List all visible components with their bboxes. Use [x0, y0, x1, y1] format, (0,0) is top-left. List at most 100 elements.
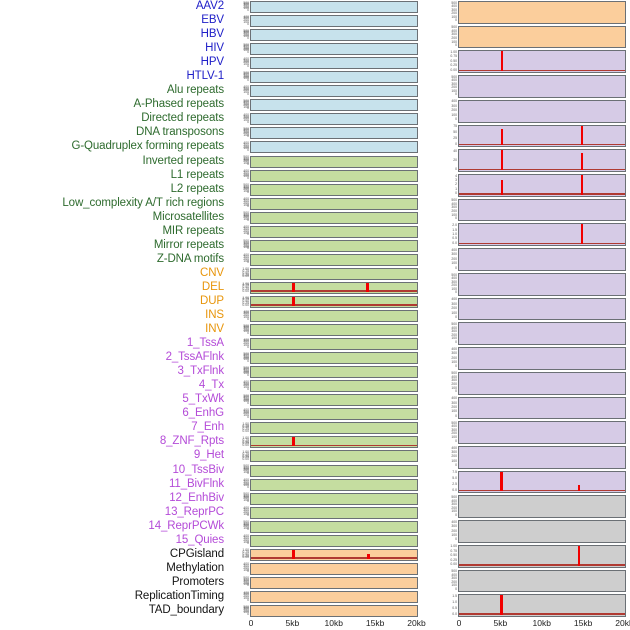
- plot-area[interactable]: [458, 569, 626, 593]
- track-row[interactable]: 0 100 200 300 400: [228, 309, 418, 323]
- plot-area[interactable]: [250, 253, 418, 266]
- track-row[interactable]: 0 100 200 300 400: [436, 445, 626, 470]
- track-row[interactable]: 0 100 200 300 400 500: [228, 211, 418, 225]
- track-row[interactable]: 0.00 0.25 0.50 0.75 1.00: [228, 267, 418, 281]
- plot-area[interactable]: [250, 324, 418, 337]
- track-row[interactable]: 0 100 200 300 400: [228, 534, 418, 548]
- left-panel[interactable]: 0 100 200 300 400 500 0 100 200 300 400 0 100 200 300 4…: [228, 0, 418, 618]
- plot-area[interactable]: [458, 198, 626, 222]
- track-row[interactable]: 0 100 200 300 400 500: [228, 155, 418, 169]
- plot-area[interactable]: [458, 495, 626, 519]
- plot-area[interactable]: [250, 197, 418, 210]
- track-row[interactable]: 0 100 200 300 400 500: [436, 198, 626, 223]
- track-row[interactable]: 0 100 200 300 400 500: [436, 321, 626, 346]
- plot-area[interactable]: [250, 1, 418, 14]
- plot-area[interactable]: [458, 223, 626, 247]
- track-row[interactable]: 0.0 2.5 5.0 7.5: [436, 470, 626, 495]
- plot-area[interactable]: [250, 450, 418, 463]
- plot-area[interactable]: [458, 75, 626, 98]
- track-row[interactable]: 0 100 200 300 400: [228, 112, 418, 126]
- plot-area[interactable]: [250, 183, 418, 196]
- track-row[interactable]: 0 100 200 300 400: [228, 253, 418, 267]
- track-row[interactable]: 0 100 200 300 400: [436, 346, 626, 371]
- track-row[interactable]: 0 100 200 300 400 500: [228, 576, 418, 590]
- track-row[interactable]: 0 100 200 300 400: [228, 562, 418, 576]
- track-row[interactable]: 0.00 0.25 0.50 0.75 1.00: [228, 421, 418, 435]
- plot-area[interactable]: [458, 347, 626, 370]
- plot-area[interactable]: [250, 71, 418, 84]
- track-row[interactable]: 0 100 200 300 400: [228, 169, 418, 183]
- track-row[interactable]: 0 100 200 300 400 500: [436, 371, 626, 396]
- track-row[interactable]: 0 100 200 300 400 500: [228, 70, 418, 84]
- plot-area[interactable]: [250, 141, 418, 154]
- plot-area[interactable]: [458, 272, 626, 296]
- plot-area[interactable]: [250, 211, 418, 224]
- plot-area[interactable]: [458, 124, 626, 148]
- track-row[interactable]: 0 100 200 300 400 500: [228, 393, 418, 407]
- track-row[interactable]: 0 100 200 300 400 500: [228, 604, 418, 618]
- plot-area[interactable]: [458, 297, 626, 321]
- track-row[interactable]: 0 100 200 300 400 500: [436, 569, 626, 594]
- plot-area[interactable]: [250, 366, 418, 379]
- track-row[interactable]: 0 100 200 300 400: [228, 407, 418, 421]
- plot-area[interactable]: [250, 338, 418, 351]
- plot-area[interactable]: [250, 295, 418, 308]
- track-row[interactable]: 0 100 200 300 400 500: [436, 420, 626, 445]
- track-row[interactable]: 0 100 200 300 400 500: [228, 365, 418, 379]
- plot-area[interactable]: [458, 470, 626, 494]
- track-row[interactable]: 0 100 200 300 400: [228, 14, 418, 28]
- plot-area[interactable]: [458, 149, 626, 173]
- plot-area[interactable]: [458, 445, 626, 469]
- plot-area[interactable]: [250, 225, 418, 238]
- track-row[interactable]: 0 100 200 300 400 500: [436, 0, 626, 25]
- track-row[interactable]: 0 100 200 300 400: [228, 337, 418, 351]
- plot-area[interactable]: [250, 478, 418, 491]
- plot-area[interactable]: [250, 464, 418, 477]
- plot-area[interactable]: [458, 99, 626, 123]
- track-row[interactable]: 0 20 40: [436, 148, 626, 173]
- track-row[interactable]: 0 100 200 300 400: [228, 225, 418, 239]
- track-row[interactable]: 0 100 200 300 400: [436, 247, 626, 272]
- plot-area[interactable]: [250, 394, 418, 407]
- track-row[interactable]: 0 100 200 300 400 500: [436, 272, 626, 297]
- track-row[interactable]: 0 100 200 300 400: [228, 379, 418, 393]
- plot-area[interactable]: [250, 590, 418, 603]
- plot-area[interactable]: [250, 562, 418, 575]
- plot-area[interactable]: [458, 594, 626, 617]
- plot-area[interactable]: [250, 380, 418, 393]
- plot-area[interactable]: [250, 520, 418, 533]
- track-row[interactable]: 0 100 200 300 400: [228, 197, 418, 211]
- plot-area[interactable]: [458, 50, 626, 74]
- track-row[interactable]: 0 100 200 300 400 500: [436, 74, 626, 99]
- track-row[interactable]: 0 100 200 300 400: [228, 56, 418, 70]
- plot-area[interactable]: [458, 520, 626, 543]
- track-row[interactable]: 0 100 200 300 400: [228, 590, 418, 604]
- track-row[interactable]: 0 100 200 300 400 500: [228, 42, 418, 56]
- plot-area[interactable]: [250, 267, 418, 280]
- plot-area[interactable]: [250, 169, 418, 182]
- track-row[interactable]: 0 100 200 300 400 500: [228, 98, 418, 112]
- track-row[interactable]: 0 100 200 300 400 500: [228, 126, 418, 140]
- plot-area[interactable]: [250, 408, 418, 421]
- track-row[interactable]: 0 100 200 300 400: [436, 99, 626, 124]
- plot-area[interactable]: [250, 492, 418, 505]
- plot-area[interactable]: [458, 396, 626, 420]
- track-row[interactable]: 0.00 0.25 0.50 0.75 1.00: [228, 295, 418, 309]
- plot-area[interactable]: [250, 281, 418, 294]
- track-row[interactable]: 0 100 200 300 400: [228, 140, 418, 154]
- track-row[interactable]: 0.00 0.25 0.50 0.75 1.00: [436, 49, 626, 74]
- plot-area[interactable]: [458, 174, 626, 197]
- track-row[interactable]: 0 100 200 300 400 500: [228, 323, 418, 337]
- track-row[interactable]: 0.00 0.25 0.50 0.75 1.00: [228, 281, 418, 295]
- track-row[interactable]: 0 100 200 300 400: [228, 478, 418, 492]
- track-row[interactable]: 0 100 200 300 400 500: [228, 464, 418, 478]
- track-row[interactable]: 0 100 200 300 400 500: [228, 492, 418, 506]
- plot-area[interactable]: [250, 155, 418, 168]
- track-row[interactable]: 0 25 50 75: [436, 124, 626, 149]
- right-panel[interactable]: 0 100 200 300 400 500 0 100 200 300 400 500 0.00 0.25…: [436, 0, 626, 618]
- plot-area[interactable]: [250, 604, 418, 617]
- track-row[interactable]: 0 100 200 300 400: [436, 297, 626, 322]
- plot-area[interactable]: [250, 29, 418, 42]
- plot-area[interactable]: [250, 239, 418, 252]
- plot-area[interactable]: [250, 127, 418, 140]
